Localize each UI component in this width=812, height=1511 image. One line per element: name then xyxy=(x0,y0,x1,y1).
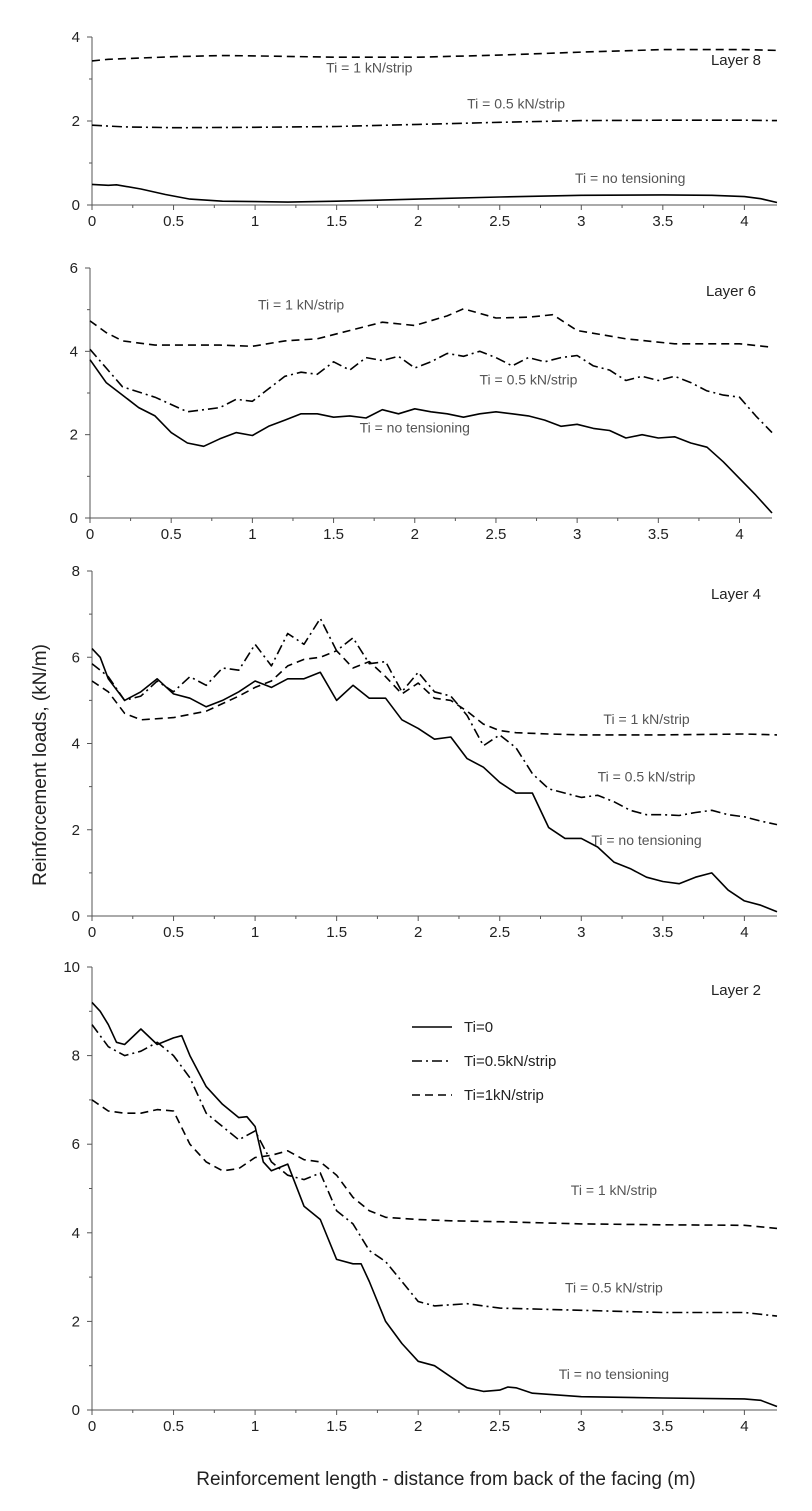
series-line-dashed xyxy=(91,1099,778,1230)
legend-label: Ti=1kN/strip xyxy=(464,1087,544,1104)
x-tick-label: 0 xyxy=(88,1418,96,1435)
x-tick-label: 1.5 xyxy=(326,1418,347,1435)
series-line-solid xyxy=(89,359,773,514)
legend-label: Ti=0 xyxy=(464,1019,493,1036)
x-tick-label: 3 xyxy=(577,213,585,230)
series-line-dashed xyxy=(89,307,773,348)
x-tick-label: 1 xyxy=(248,526,256,543)
x-tick-label: 3.5 xyxy=(652,924,673,941)
series-annotation: Ti = no tensioning xyxy=(575,170,685,186)
x-tick-label: 3.5 xyxy=(648,526,669,543)
x-tick-label: 0.5 xyxy=(161,526,182,543)
x-tick-label: 3 xyxy=(577,924,585,941)
y-tick-label: 0 xyxy=(72,197,80,214)
x-tick-label: 4 xyxy=(740,213,748,230)
x-tick-label: 2.5 xyxy=(489,1418,510,1435)
y-tick-label: 2 xyxy=(72,113,80,130)
series-annotation: Ti = no tensioning xyxy=(360,420,470,436)
x-tick-label: 0.5 xyxy=(163,1418,184,1435)
series-annotation: Ti = 1 kN/strip xyxy=(326,60,412,76)
y-tick-label: 4 xyxy=(70,343,78,360)
chart-panel-2: 0 2 4 6 0 0.5 1 1.5 2 2.5 3 3.5 4 Ti = 1 kN/strip Ti =… xyxy=(70,260,773,543)
chart-panel-3: 0 2 4 6 8 0 0.5 1 1.5 2 2.5 3 3.5 4 Ti = 1 kN/strip Ti … xyxy=(72,563,778,941)
x-tick-label: 3.5 xyxy=(652,1418,673,1435)
y-axis-title: Reinforcement loads, (kN/m) xyxy=(30,644,51,886)
x-tick-label: 2.5 xyxy=(489,924,510,941)
y-tick-label: 0 xyxy=(70,510,78,527)
series-annotation: Ti = 0.5 kN/strip xyxy=(565,1280,663,1296)
series-line-dashdot xyxy=(89,348,773,434)
y-tick-label: 6 xyxy=(72,649,80,666)
y-tick-label: 0 xyxy=(72,908,80,925)
series-line-solid xyxy=(91,183,778,204)
x-tick-label: 0.5 xyxy=(163,924,184,941)
y-tick-label: 6 xyxy=(70,260,78,277)
chart-panel-1: 0 2 4 0 0.5 1 1.5 2 2.5 3 3.5 4 Ti = 1 kN/strip Ti = … xyxy=(72,29,778,230)
x-tick-label: 1.5 xyxy=(326,924,347,941)
x-tick-label: 3 xyxy=(573,526,581,543)
series-annotation: Ti = 0.5 kN/strip xyxy=(598,768,696,784)
panel-label: Layer 2 xyxy=(711,982,761,999)
x-tick-label: 3 xyxy=(577,1418,585,1435)
legend-label: Ti=0.5kN/strip xyxy=(464,1053,556,1070)
series-annotation: Ti = no tensioning xyxy=(559,1366,669,1382)
x-tick-label: 0 xyxy=(88,924,96,941)
series-annotation: Ti = no tensioning xyxy=(591,832,701,848)
y-tick-label: 4 xyxy=(72,1225,80,1242)
panel-label: Layer 6 xyxy=(706,283,756,300)
chart-panel-4: 0 2 4 6 8 10 0 0.5 1 1.5 2 2.5 3 3.5 4 Ti = 1 kN/strip T… xyxy=(63,959,778,1435)
series-annotation: Ti = 1 kN/strip xyxy=(571,1182,657,1198)
y-tick-label: 6 xyxy=(72,1136,80,1153)
y-tick-label: 2 xyxy=(70,427,78,444)
series-line-dashdot xyxy=(91,119,778,129)
x-tick-label: 2 xyxy=(411,526,419,543)
series-line-solid xyxy=(91,1001,778,1408)
x-tick-label: 4 xyxy=(740,924,748,941)
y-tick-label: 10 xyxy=(63,959,80,976)
panel-label: Layer 8 xyxy=(711,52,761,69)
x-tick-label: 0 xyxy=(88,213,96,230)
x-tick-label: 2 xyxy=(414,1418,422,1435)
x-tick-label: 3.5 xyxy=(652,213,673,230)
series-annotation: Ti = 0.5 kN/strip xyxy=(479,372,577,388)
x-tick-label: 4 xyxy=(735,526,743,543)
series-line-dashdot xyxy=(91,617,778,826)
series-annotation: Ti = 1 kN/strip xyxy=(258,297,344,313)
x-tick-label: 2.5 xyxy=(486,526,507,543)
x-tick-label: 2 xyxy=(414,924,422,941)
x-tick-label: 0.5 xyxy=(163,213,184,230)
y-tick-label: 4 xyxy=(72,29,80,46)
x-axis-title: Reinforcement length - distance from bac… xyxy=(196,1469,696,1490)
x-tick-label: 1 xyxy=(251,213,259,230)
series-line-solid xyxy=(91,648,778,913)
series-line-dashed xyxy=(91,649,778,736)
x-tick-label: 1 xyxy=(251,1418,259,1435)
x-tick-label: 2.5 xyxy=(489,213,510,230)
y-tick-label: 8 xyxy=(72,563,80,580)
y-tick-label: 8 xyxy=(72,1048,80,1065)
y-tick-label: 0 xyxy=(72,1402,80,1419)
x-tick-label: 1.5 xyxy=(326,213,347,230)
x-tick-label: 4 xyxy=(740,1418,748,1435)
panel-label: Layer 4 xyxy=(711,586,761,603)
series-line-dashed xyxy=(91,48,778,62)
series-annotation: Ti = 1 kN/strip xyxy=(603,711,689,727)
y-tick-label: 2 xyxy=(72,822,80,839)
series-line-dashdot xyxy=(91,1024,778,1317)
y-tick-label: 2 xyxy=(72,1313,80,1330)
y-tick-label: 4 xyxy=(72,736,80,753)
x-tick-label: 1 xyxy=(251,924,259,941)
series-annotation: Ti = 0.5 kN/strip xyxy=(467,95,565,111)
x-tick-label: 2 xyxy=(414,213,422,230)
x-tick-label: 0 xyxy=(86,526,94,543)
x-tick-label: 1.5 xyxy=(323,526,344,543)
